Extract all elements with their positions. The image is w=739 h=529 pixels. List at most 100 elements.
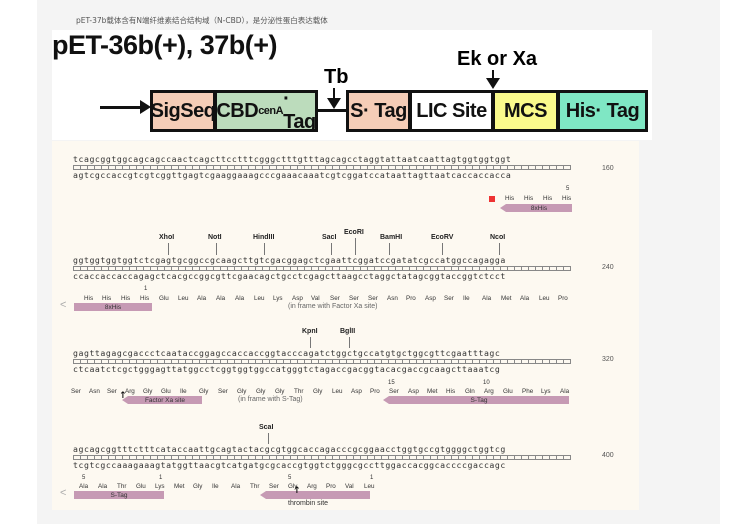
aa-label: Ser bbox=[218, 388, 228, 395]
aa-label: Phe bbox=[522, 388, 534, 395]
aa-label: Pro bbox=[326, 483, 336, 490]
enzyme-noti: NotI bbox=[208, 234, 222, 241]
aa-label: Ala bbox=[482, 295, 492, 302]
feature-s-tag: S-Tag bbox=[74, 491, 164, 499]
enzyme-xhoi: XhoI bbox=[159, 234, 175, 241]
aa-number: 10 bbox=[483, 380, 490, 386]
aa-label: His bbox=[505, 195, 515, 202]
thrombin-arrow-stem bbox=[333, 88, 335, 102]
aa-label: Asp bbox=[425, 295, 436, 302]
aa-label: His bbox=[140, 295, 150, 302]
sequence-map: tcagcggtggcagcagccaactcagcttcctttcgggctt… bbox=[52, 141, 639, 510]
seq-bottom-strand: agtcgccaccgtcgtcggttgagtcgaaggaaagcccgaa… bbox=[73, 170, 512, 180]
inframe-note: (in frame with Factor Xa site) bbox=[288, 303, 378, 310]
aa-label: Ile bbox=[180, 388, 187, 395]
aa-label: Leu bbox=[364, 483, 375, 490]
aa-label: Arg bbox=[307, 483, 317, 490]
linker-line bbox=[318, 109, 346, 112]
aa-label: Gly bbox=[237, 388, 247, 395]
sigseq-box: SigSeq bbox=[150, 90, 216, 132]
aa-label: His bbox=[121, 295, 131, 302]
feature-factor-xa: Factor Xa site bbox=[122, 396, 202, 404]
seq-top-strand: tcagcggtggcagcagccaactcagcttcctttcgggctt… bbox=[73, 154, 512, 164]
enzyme-tick bbox=[264, 243, 265, 255]
aa-label: Thr bbox=[117, 483, 127, 490]
leader-arrow-line bbox=[100, 106, 144, 109]
aa-label: Ala bbox=[197, 295, 207, 302]
aa-label: Met bbox=[427, 388, 438, 395]
aa-label: Gly bbox=[313, 388, 323, 395]
aa-label: Ser bbox=[107, 388, 117, 395]
seq-ruler bbox=[73, 359, 571, 364]
enzyme-tick bbox=[442, 243, 443, 255]
aa-label: Gln bbox=[465, 388, 475, 395]
vector-title: pET-36b(+), 37b(+) bbox=[52, 30, 278, 60]
aa-label: Ala bbox=[216, 295, 226, 302]
enzyme-tick bbox=[389, 243, 390, 255]
aa-label: Ser bbox=[349, 295, 359, 302]
enzyme-bamhi: BamHI bbox=[380, 234, 403, 241]
aa-number: 1 bbox=[159, 475, 163, 481]
line-number: 400 bbox=[602, 452, 614, 459]
enzyme-ecori: EcoRI bbox=[344, 229, 364, 236]
seq-ruler bbox=[73, 266, 571, 271]
thrombin-arrow-head bbox=[327, 98, 341, 109]
aa-number: 5 bbox=[566, 186, 570, 192]
aa-label: Gly bbox=[256, 388, 266, 395]
figure-caption: pET-37b载体含有N端纤维素结合结构域（N-CBD），是分泌性蛋白表达载体 bbox=[76, 16, 328, 25]
cbd-label: CBD bbox=[216, 99, 259, 122]
feature-thrombin-bar bbox=[260, 491, 370, 499]
aa-label: Ala bbox=[560, 388, 570, 395]
aa-label: Ser bbox=[368, 295, 378, 302]
enzyme-tick bbox=[349, 337, 350, 348]
aa-label: Leu bbox=[254, 295, 265, 302]
feature-8xhis: 8xHis bbox=[500, 204, 572, 212]
aa-label: Thr bbox=[250, 483, 260, 490]
aa-label: Ile bbox=[212, 483, 219, 490]
aa-label: Asp bbox=[351, 388, 362, 395]
aa-label: Ser bbox=[71, 388, 81, 395]
aa-label: Glu bbox=[136, 483, 146, 490]
line-number: 320 bbox=[602, 356, 614, 363]
seq-bottom-strand: ctcaatctcgctgggagttatggcctcggtggtggccatg… bbox=[73, 364, 501, 374]
aa-label: His bbox=[84, 295, 94, 302]
inframe-note: (in frame with S-Tag) bbox=[238, 396, 303, 403]
aa-label: Ala bbox=[79, 483, 89, 490]
aa-label: Pro bbox=[558, 295, 568, 302]
aa-label: Val bbox=[345, 483, 354, 490]
aa-label: Ala bbox=[235, 295, 245, 302]
aa-label: Ala bbox=[98, 483, 108, 490]
enzyme-tick bbox=[310, 337, 311, 348]
aa-number: 1 bbox=[144, 286, 148, 292]
feature-s-tag: S-Tag bbox=[383, 396, 569, 404]
aa-label: Pro bbox=[370, 388, 380, 395]
lic-site-box: LIC Site bbox=[409, 90, 494, 132]
aa-label: Ser bbox=[389, 388, 399, 395]
aa-label: Gly bbox=[275, 388, 285, 395]
seq-bottom-strand: tcgtcgccaaagaaagtatggttaacgtcatgatgcgcac… bbox=[73, 460, 506, 470]
aa-label: Pro bbox=[406, 295, 416, 302]
aa-label: Lys bbox=[273, 295, 283, 302]
enzyme-ecorv: EcoRV bbox=[431, 234, 454, 241]
aa-label: Gly bbox=[193, 483, 203, 490]
enzyme-ncoi: NcoI bbox=[490, 234, 506, 241]
aa-label: Leu bbox=[332, 388, 343, 395]
seq-top-strand: agcagcggtttctttcataccaattgcagtactacgcgtg… bbox=[73, 444, 506, 454]
enzyme-scai: ScaI bbox=[259, 424, 274, 431]
aa-number: 1 bbox=[370, 475, 374, 481]
leader-arrow-head bbox=[140, 100, 151, 114]
cbd-subscript: cenA bbox=[258, 105, 284, 117]
aa-number: 15 bbox=[388, 380, 395, 386]
aa-label: Glu bbox=[503, 388, 513, 395]
enzyme-tick bbox=[216, 243, 217, 255]
enzyme-tick bbox=[499, 243, 500, 255]
seq-top-strand: gagttagagcgaccctcaataccggagccaccaccggtac… bbox=[73, 348, 501, 358]
aa-label: His bbox=[543, 195, 553, 202]
aa-label: Met bbox=[501, 295, 512, 302]
aa-label: Ser bbox=[269, 483, 279, 490]
aa-label: Leu bbox=[539, 295, 550, 302]
aa-label: His bbox=[562, 195, 572, 202]
aa-label: Met bbox=[174, 483, 185, 490]
seq-bottom-strand: ccaccaccaccagagctcacgccggcgttcgaacagctgc… bbox=[73, 271, 506, 281]
aa-label: Lys bbox=[155, 483, 165, 490]
